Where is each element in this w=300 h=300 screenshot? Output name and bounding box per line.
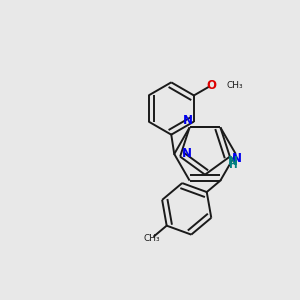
Text: N: N xyxy=(231,152,242,166)
Text: O: O xyxy=(206,79,216,92)
Text: N: N xyxy=(182,147,192,160)
Text: N: N xyxy=(228,154,239,168)
Text: CH₃: CH₃ xyxy=(143,234,160,243)
Text: N: N xyxy=(183,114,193,127)
Text: H: H xyxy=(229,160,238,170)
Text: CH₃: CH₃ xyxy=(226,81,243,90)
